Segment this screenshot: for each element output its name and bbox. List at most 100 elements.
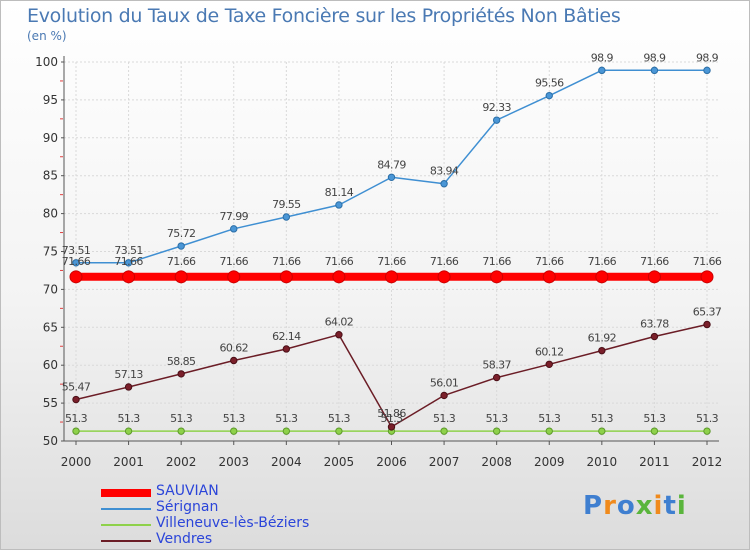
data-point bbox=[282, 345, 291, 353]
data-point bbox=[598, 346, 606, 355]
data-label: 71.66 bbox=[62, 255, 91, 268]
data-label: 51.3 bbox=[696, 412, 719, 425]
data-point bbox=[703, 427, 711, 435]
data-point bbox=[69, 270, 83, 284]
data-point bbox=[282, 213, 291, 221]
legend-swatch bbox=[101, 508, 151, 510]
data-label: 95.56 bbox=[535, 77, 564, 90]
x-tick-label: 2005 bbox=[324, 455, 355, 469]
data-label: 71.66 bbox=[167, 255, 196, 268]
data-point bbox=[279, 270, 293, 284]
y-tick-label: 50 bbox=[43, 434, 58, 448]
data-point bbox=[385, 270, 398, 284]
chart-title: Evolution du Taux de Taxe Foncière sur l… bbox=[27, 5, 621, 27]
data-point bbox=[387, 173, 396, 181]
data-label: 71.66 bbox=[640, 255, 669, 268]
legend-swatch bbox=[101, 524, 151, 526]
data-point bbox=[230, 427, 238, 435]
data-label: 73.51 bbox=[62, 244, 91, 257]
x-tick-label: 2010 bbox=[587, 455, 618, 469]
logo-letter: t bbox=[663, 491, 677, 521]
data-point bbox=[174, 270, 188, 284]
data-point bbox=[703, 320, 711, 329]
logo-letter: o bbox=[616, 491, 636, 521]
data-label: 51.3 bbox=[538, 412, 561, 425]
x-tick-label: 2004 bbox=[271, 455, 302, 469]
data-point bbox=[177, 370, 185, 378]
data-point bbox=[650, 66, 659, 75]
data-point bbox=[124, 383, 133, 391]
data-label: 62.14 bbox=[272, 330, 301, 343]
data-label: 51.3 bbox=[643, 412, 666, 425]
data-label: 57.13 bbox=[114, 368, 143, 381]
data-point bbox=[177, 242, 185, 250]
x-tick-label: 2002 bbox=[166, 455, 197, 469]
data-label: 51.3 bbox=[380, 412, 403, 425]
y-axis-unit-label: (en %) bbox=[27, 29, 67, 43]
data-point bbox=[545, 91, 553, 100]
data-point bbox=[227, 270, 241, 284]
data-point bbox=[335, 201, 343, 209]
x-tick-label: 2009 bbox=[534, 455, 565, 469]
data-label: 61.92 bbox=[588, 332, 617, 345]
logo-letter: i bbox=[653, 491, 664, 521]
data-label: 71.66 bbox=[377, 255, 406, 268]
data-label: 51.3 bbox=[591, 412, 614, 425]
data-point bbox=[122, 270, 136, 284]
data-label: 60.12 bbox=[535, 345, 564, 358]
x-tick-label: 2001 bbox=[113, 455, 144, 469]
data-point bbox=[545, 427, 553, 435]
data-point bbox=[545, 360, 553, 368]
data-label: 75.72 bbox=[167, 227, 196, 240]
y-tick-label: 100 bbox=[35, 55, 58, 69]
data-point bbox=[440, 391, 448, 400]
data-label: 84.79 bbox=[377, 158, 406, 171]
data-point bbox=[335, 331, 343, 339]
x-tick-label: 2003 bbox=[218, 455, 249, 469]
y-tick-label: 75 bbox=[43, 245, 58, 259]
data-label: 98.9 bbox=[696, 51, 719, 64]
data-label: 64.02 bbox=[325, 316, 354, 329]
data-label: 51.3 bbox=[118, 412, 141, 425]
data-point bbox=[700, 270, 714, 284]
data-labels: 51.3 51.3 51.3 51.3 51.3 51.3 51.3 51.3 51.3 51.3… bbox=[62, 51, 723, 425]
data-label: 71.66 bbox=[588, 255, 617, 268]
data-label: 71.66 bbox=[114, 255, 143, 268]
data-label: 51.86 bbox=[377, 407, 406, 420]
data-point bbox=[440, 427, 448, 435]
data-point bbox=[595, 270, 609, 284]
data-label: 55.47 bbox=[62, 381, 91, 394]
data-point bbox=[490, 270, 504, 284]
data-label: 73.51 bbox=[114, 244, 143, 257]
x-tick-label: 2011 bbox=[639, 455, 670, 469]
axes: 50 55 60 65 70 75 80 85 90 95 100 2000 2001 2002 2003 2… bbox=[35, 55, 722, 469]
data-label: 71.66 bbox=[272, 255, 301, 268]
data-label: 83.94 bbox=[430, 165, 459, 178]
data-point bbox=[492, 116, 501, 124]
data-label: 79.55 bbox=[272, 198, 301, 211]
data-point bbox=[598, 66, 606, 75]
data-label: 60.62 bbox=[220, 342, 249, 355]
data-point bbox=[492, 427, 501, 435]
data-point bbox=[647, 270, 661, 284]
legend-label: Sérignan bbox=[156, 499, 219, 515]
legend-label: Villeneuve-lès-Béziers bbox=[156, 515, 310, 531]
data-point bbox=[387, 423, 396, 431]
data-label: 51.3 bbox=[328, 412, 351, 425]
y-tick-label: 80 bbox=[43, 207, 58, 221]
data-label: 98.9 bbox=[643, 51, 666, 64]
x-tick-label: 2012 bbox=[692, 455, 723, 469]
data-label: 51.3 bbox=[275, 412, 298, 425]
y-tick-label: 60 bbox=[43, 358, 58, 372]
data-point bbox=[650, 332, 659, 341]
y-tick-label: 90 bbox=[43, 131, 58, 145]
logo-letter: P bbox=[583, 491, 604, 521]
data-label: 56.01 bbox=[430, 376, 459, 389]
data-point bbox=[437, 270, 451, 284]
data-point bbox=[72, 395, 80, 404]
data-label: 58.37 bbox=[482, 359, 511, 372]
data-label: 51.3 bbox=[65, 412, 88, 425]
logo-letter: x bbox=[635, 491, 654, 521]
